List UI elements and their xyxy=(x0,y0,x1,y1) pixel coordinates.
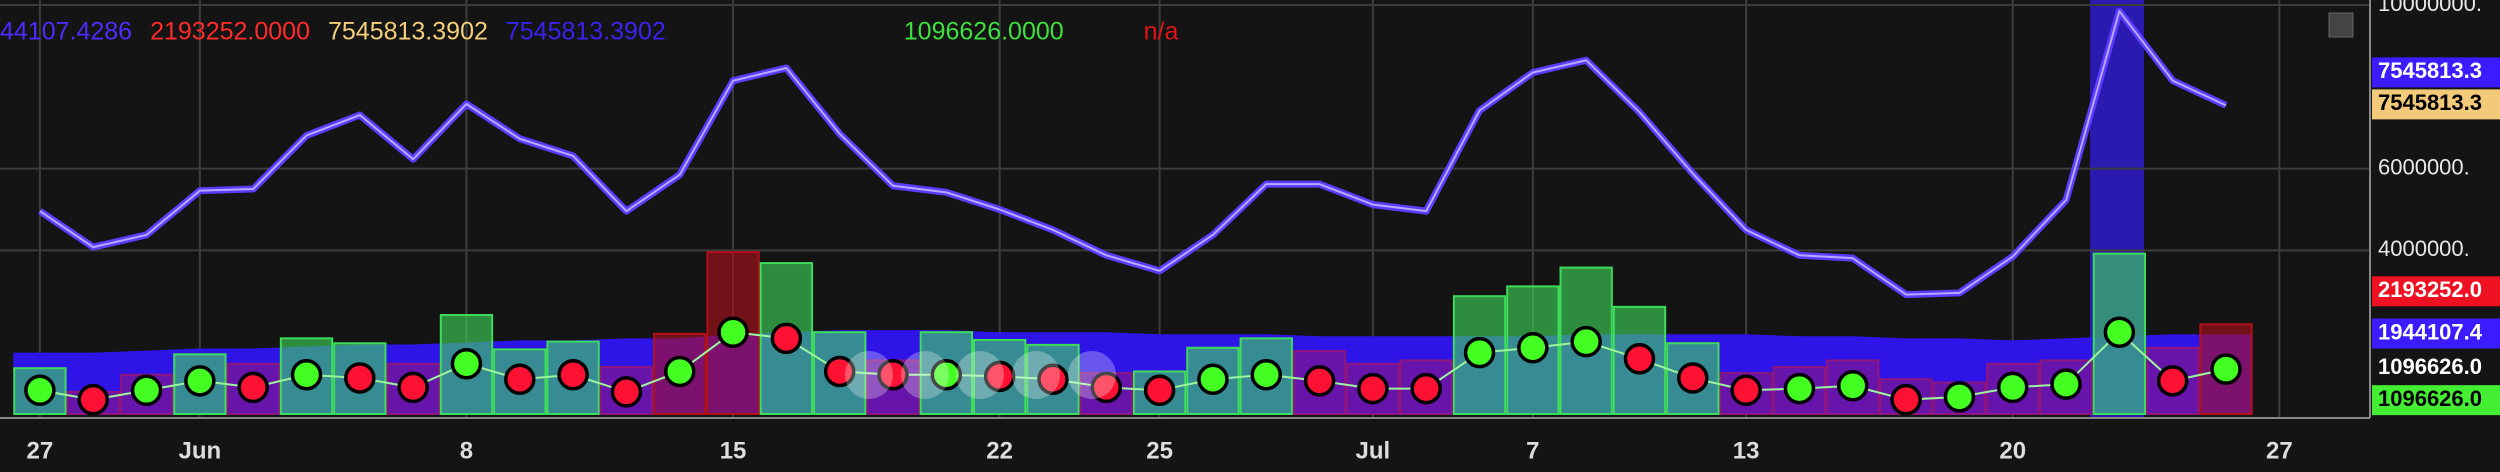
marker xyxy=(1837,370,1869,402)
x-tick-label: 13 xyxy=(1733,437,1760,464)
x-tick-label: 22 xyxy=(986,437,1013,464)
marker xyxy=(2103,316,2136,348)
marker xyxy=(130,374,163,407)
legend-value: 1096626.0000 xyxy=(904,18,1064,46)
price-badge-label: 2193252.0 xyxy=(2378,277,2482,302)
marker xyxy=(24,374,56,407)
volume-bar xyxy=(1612,305,1667,416)
marker xyxy=(663,355,696,388)
marker xyxy=(1517,331,1549,364)
legend-value: 44107.4286 xyxy=(0,18,132,46)
price-badge-label: 7545813.3 xyxy=(2378,90,2482,115)
marker xyxy=(1303,365,1336,397)
marker xyxy=(184,365,216,397)
x-tick-label: 20 xyxy=(1999,437,2026,464)
marker xyxy=(344,362,376,394)
x-tick-label: 8 xyxy=(460,437,473,464)
nav-button xyxy=(956,351,1004,399)
marker xyxy=(2050,368,2082,400)
y-tick-label: 6000000. xyxy=(2378,154,2470,179)
price-badge xyxy=(2372,276,2500,307)
x-tick-label: 27 xyxy=(27,437,54,464)
price-badge xyxy=(2372,57,2500,88)
marker xyxy=(1037,363,1069,395)
y-tick-label: 4000000. xyxy=(2378,236,2470,261)
marker xyxy=(1410,372,1442,405)
marker xyxy=(1943,381,1976,413)
scale-button xyxy=(2328,12,2354,38)
x-tick-label: Jul xyxy=(1356,437,1391,464)
x-tick-label: Jun xyxy=(179,437,222,464)
marker xyxy=(930,358,963,391)
marker xyxy=(610,376,643,408)
price-badge-label: 7545813.3 xyxy=(2378,58,2482,83)
marker xyxy=(1143,374,1176,407)
y-tick-label: 10000000. xyxy=(2378,0,2482,16)
marker xyxy=(877,358,909,391)
legend-value: n/a xyxy=(1144,18,1179,46)
x-tick-label: 27 xyxy=(2266,437,2293,464)
marker xyxy=(717,316,749,348)
marker xyxy=(1890,383,1922,416)
marker xyxy=(1357,372,1389,405)
marker xyxy=(1570,325,1602,358)
x-tick-label: 15 xyxy=(720,437,747,464)
nav-button xyxy=(1012,351,1060,399)
marker xyxy=(1623,343,1656,375)
price-badge xyxy=(2372,385,2500,416)
legend-value: 2193252.0000 xyxy=(150,18,310,46)
marker xyxy=(2156,365,2189,397)
marker xyxy=(77,383,109,416)
volume-bar xyxy=(1452,295,1507,416)
marker xyxy=(290,358,323,391)
marker xyxy=(1783,372,1816,405)
marker xyxy=(1090,371,1123,404)
marker xyxy=(1996,371,2029,404)
x-tick-label: 7 xyxy=(1526,437,1539,464)
marker xyxy=(557,358,589,391)
marker xyxy=(823,355,856,388)
marker xyxy=(1250,358,1283,391)
marker xyxy=(1197,363,1229,395)
marker xyxy=(1463,336,1496,369)
price-badge xyxy=(2372,353,2500,384)
marker xyxy=(1677,362,1709,394)
marker xyxy=(397,371,429,404)
nav-button xyxy=(1068,351,1116,399)
price-badge xyxy=(2372,89,2500,120)
price-badge-label: 1944107.4 xyxy=(2378,319,2483,344)
price-badge-label: 1096626.0 xyxy=(2378,386,2482,411)
marker xyxy=(2210,353,2242,385)
marker xyxy=(237,371,269,404)
marker xyxy=(770,322,803,355)
marker xyxy=(1730,374,1762,407)
price-badge-label: 1096626.0 xyxy=(2378,354,2482,379)
volume-bar xyxy=(1559,266,1613,415)
legend-value: 7545813.3902 xyxy=(506,18,666,46)
price-badge xyxy=(2372,318,2500,349)
price-line-core xyxy=(39,10,2227,296)
legend-value: 7545813.3902 xyxy=(328,18,488,46)
marker xyxy=(983,360,1016,393)
marker xyxy=(450,347,483,380)
nav-button xyxy=(901,351,949,399)
marker xyxy=(504,363,536,395)
nav-button xyxy=(845,351,893,399)
x-tick-label: 25 xyxy=(1146,437,1173,464)
